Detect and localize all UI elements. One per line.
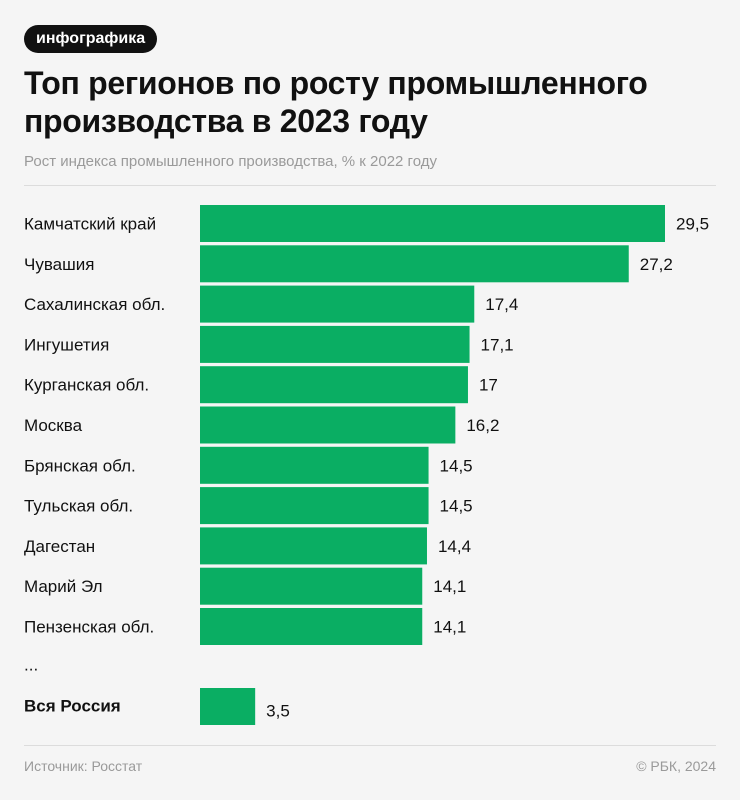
value-label: 29,5 [676,215,709,234]
bar [200,285,475,323]
bar [200,446,429,484]
category-label: Камчатский край [24,215,156,234]
category-label: Москва [24,416,83,435]
category-label: Ингушетия [24,335,109,354]
value-label: 14,5 [440,497,473,516]
bar [200,205,665,242]
value-label: 14,4 [438,537,471,556]
value-label: 16,2 [466,416,499,435]
total-bar [200,688,256,725]
category-label: Дагестан [24,537,95,556]
category-label: Пензенская обл. [24,618,154,637]
bar [200,487,429,525]
value-label: 14,1 [433,618,466,637]
top-divider [24,185,716,186]
bar [200,567,423,605]
category-label: Тульская обл. [24,497,133,516]
value-label: 14,1 [433,577,466,596]
bottom-divider [24,745,716,746]
source-note: Источник: Росстат [24,758,143,774]
bar [200,245,629,283]
bar [200,325,470,363]
bar [200,608,423,645]
total-category-label: Вся Россия [24,697,121,716]
category-label: Марий Эл [24,577,103,596]
value-label: 17,4 [485,295,518,314]
value-label: 17,1 [481,335,514,354]
bar [200,406,456,444]
value-label: 27,2 [640,255,673,274]
category-label: Сахалинская обл. [24,295,165,314]
category-label: Брянская обл. [24,456,136,475]
category-label: Чувашия [24,255,94,274]
bar [200,366,468,404]
category-label: Курганская обл. [24,376,149,395]
value-label: 17 [479,376,498,395]
chart-title: Топ регионов по росту промышленного прои… [24,65,648,139]
infographic-badge: инфографика [24,25,158,53]
total-value-label: 3,5 [266,702,290,721]
chart-subtitle: Рост индекса промышленного производства,… [24,153,437,170]
bar [200,527,427,565]
copyright-note: © РБК, 2024 [636,758,716,774]
value-label: 14,5 [440,456,473,475]
ellipsis-label: ... [24,655,38,674]
